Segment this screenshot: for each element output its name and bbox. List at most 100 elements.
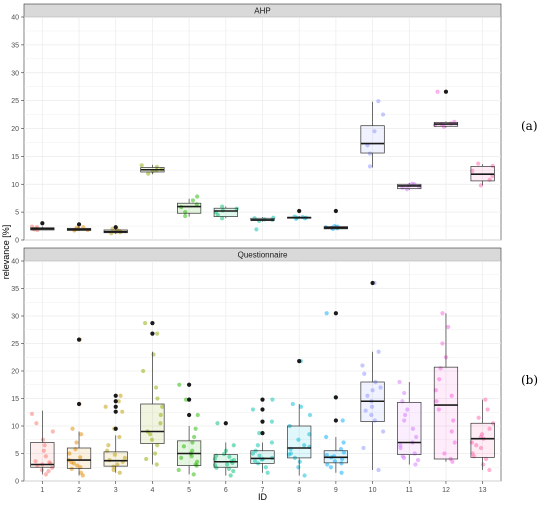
data-point — [307, 412, 313, 418]
outlier-point — [113, 426, 118, 431]
y-tick-label: 40 — [11, 15, 19, 22]
data-point — [372, 129, 377, 134]
data-point — [433, 388, 438, 393]
data-point — [111, 467, 116, 473]
panel-questionnaire: Questionnaire 0 5 10 15 20 25 30 35 40 (b) — [11, 247, 538, 486]
data-point — [103, 404, 108, 409]
data-point — [302, 473, 307, 478]
data-point — [118, 393, 123, 398]
data-point — [440, 341, 445, 346]
data-point — [254, 227, 259, 232]
data-point — [191, 472, 196, 477]
data-point — [402, 418, 407, 423]
outlier-point — [370, 280, 375, 286]
x-axis-ticks: 1 2 3 4 5 6 7 8 9 10 11 12 13 — [40, 481, 487, 494]
data-point — [29, 411, 35, 416]
data-point — [250, 407, 256, 412]
data-point — [338, 447, 344, 452]
data-point — [191, 434, 197, 440]
data-point — [183, 213, 188, 219]
data-point — [474, 443, 479, 448]
panel-ahp-strip-label: AHP — [254, 7, 270, 16]
data-point — [269, 440, 274, 445]
data-point — [483, 456, 489, 462]
data-point — [43, 454, 48, 459]
outlier-point — [76, 401, 82, 407]
data-point — [177, 382, 182, 387]
outlier-point — [333, 418, 338, 423]
data-point — [195, 194, 200, 199]
y-tick-label: 10 — [11, 424, 19, 431]
data-point — [263, 465, 268, 470]
data-point — [158, 421, 163, 426]
data-point — [226, 466, 232, 471]
y-tick-label: 35 — [11, 42, 19, 49]
outlier-point — [187, 382, 192, 387]
data-point — [158, 412, 163, 418]
outlier-point — [113, 393, 118, 398]
data-point — [476, 161, 481, 166]
x-tick-label: 11 — [406, 487, 413, 494]
data-point — [490, 163, 495, 168]
data-point — [405, 407, 410, 412]
data-point — [50, 429, 55, 434]
panel-ahp-grid — [24, 16, 501, 241]
data-point — [106, 443, 111, 448]
data-point — [71, 461, 77, 466]
data-point — [413, 462, 418, 467]
data-point — [215, 421, 220, 426]
outlier-point — [333, 311, 338, 316]
y-tick-label: 35 — [11, 286, 19, 293]
data-point — [257, 453, 262, 458]
data-point — [79, 432, 84, 437]
data-point — [339, 461, 344, 466]
data-point — [478, 445, 484, 451]
box — [360, 125, 385, 154]
data-point — [220, 216, 225, 221]
box — [287, 425, 312, 459]
data-point — [78, 455, 83, 460]
data-point — [46, 469, 51, 474]
data-point — [446, 324, 451, 330]
outlier-point — [150, 321, 155, 326]
data-point — [381, 429, 386, 434]
data-point — [69, 466, 74, 471]
data-point — [179, 455, 184, 460]
y-tick-label: 0 — [15, 479, 19, 486]
data-point — [111, 464, 116, 469]
box — [177, 202, 202, 214]
x-tick-label: 3 — [114, 487, 118, 494]
data-point — [265, 470, 270, 475]
data-point — [74, 440, 79, 445]
data-point — [220, 204, 225, 209]
data-point — [339, 470, 344, 475]
data-point — [151, 352, 156, 357]
y-tick-label: 30 — [11, 70, 19, 77]
outlier-point — [260, 397, 265, 402]
outlier-point — [76, 337, 82, 342]
outlier-point — [113, 225, 118, 230]
data-point — [297, 459, 302, 464]
data-point — [296, 437, 301, 442]
data-point — [154, 462, 159, 467]
outlier-point — [260, 407, 265, 412]
outlier-point — [113, 404, 118, 409]
data-point — [436, 407, 441, 412]
data-point — [227, 454, 232, 459]
y-tick-label: 15 — [11, 154, 19, 161]
data-point — [367, 164, 373, 169]
data-point — [115, 462, 120, 467]
outlier-point — [297, 208, 302, 214]
data-point — [302, 443, 307, 448]
box — [103, 451, 128, 467]
outlier-point — [76, 222, 82, 227]
x-tick-label: 6 — [224, 487, 228, 494]
data-point — [369, 404, 375, 409]
data-point — [397, 379, 402, 385]
data-point — [487, 426, 492, 431]
data-point — [296, 465, 301, 470]
data-point — [117, 470, 122, 475]
data-point — [328, 465, 334, 470]
data-point — [452, 440, 457, 445]
